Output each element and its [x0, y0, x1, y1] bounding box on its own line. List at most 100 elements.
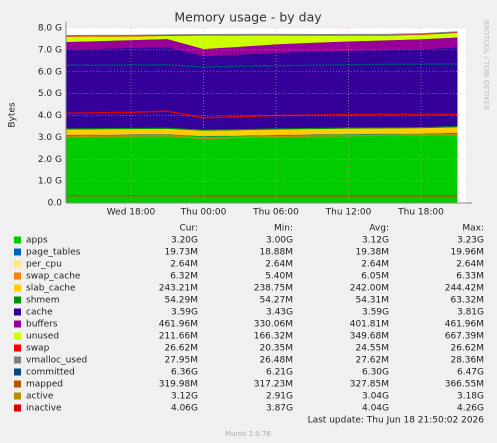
- legend-stat: 6.32M: [170, 272, 198, 282]
- legend-swatch: [14, 392, 21, 400]
- y-tick-label: 6.0 G: [38, 67, 62, 77]
- line: [66, 110, 458, 119]
- legend-stat: 6.33M: [456, 272, 484, 282]
- line: [66, 63, 458, 68]
- legend-stat: 244.42M: [445, 284, 484, 294]
- legend-stat: 26.48M: [259, 356, 293, 366]
- legend-label: per_cpu: [26, 260, 62, 270]
- legend-label: swap_cache: [26, 272, 81, 282]
- legend-stat: 6.21G: [266, 368, 293, 378]
- y-tick-label: 7.0 G: [38, 45, 62, 55]
- legend-stat: 26.62M: [450, 344, 484, 354]
- footer: Last update: Thu Jun 18 21:50:02 2026: [308, 416, 485, 426]
- legend-label: swap: [26, 344, 50, 354]
- x-tick-label: Wed 18:00: [107, 208, 156, 218]
- legend-stat: 2.64M: [265, 260, 293, 270]
- legend-stat: 4.26G: [457, 404, 484, 414]
- legend-stat: 3.87G: [266, 404, 293, 414]
- legend-stat: 27.62M: [355, 356, 389, 366]
- legend-stat: 3.23G: [457, 236, 484, 246]
- legend-stat: 24.55M: [355, 344, 389, 354]
- legend-stat: 461.96M: [159, 320, 198, 330]
- legend-label: slab_cache: [26, 284, 76, 294]
- stats-header: Min:: [274, 224, 293, 234]
- legend-swatch: [14, 332, 21, 340]
- legend-stat: 28.36M: [450, 356, 484, 366]
- legend-stat: 2.64M: [170, 260, 198, 270]
- legend-swatch: [14, 248, 21, 256]
- legend-stat: 19.73M: [164, 248, 198, 258]
- legend-swatch: [14, 380, 21, 388]
- legend-stat: 54.29M: [164, 296, 198, 306]
- legend-label: vmalloc_used: [26, 356, 87, 366]
- legend-swatch: [14, 368, 21, 376]
- legend-stat: 26.62M: [164, 344, 198, 354]
- legend-stat: 3.12G: [362, 236, 389, 246]
- legend-stat: 54.31M: [355, 296, 389, 306]
- stats-header: Max:: [462, 224, 484, 234]
- legend-label: shmem: [26, 296, 59, 306]
- legend-stat: 327.85M: [350, 380, 389, 390]
- legend-label: mapped: [26, 380, 63, 390]
- legend-stat: 6.47G: [457, 368, 484, 378]
- version: Munin 2.0.76: [225, 430, 271, 438]
- legend-stat: 20.35M: [259, 344, 293, 354]
- legend-stat: 27.95M: [164, 356, 198, 366]
- legend-stat: 4.04G: [362, 404, 389, 414]
- legend-stat: 3.59G: [171, 308, 198, 318]
- y-tick-label: 2.0 G: [38, 155, 62, 165]
- legend-swatch: [14, 320, 21, 328]
- legend-stat: 667.39M: [445, 332, 484, 342]
- legend-label: buffers: [26, 320, 58, 330]
- x-tick-label: Thu 00:00: [180, 208, 227, 218]
- legend-label: unused: [26, 332, 59, 342]
- legend-swatch: [14, 296, 21, 304]
- legend-label: active: [26, 392, 54, 402]
- y-tick-label: 4.0 G: [38, 111, 62, 121]
- legend-stat: 401.81M: [350, 320, 389, 330]
- legend-stat: 166.32M: [254, 332, 293, 342]
- legend-label: committed: [26, 368, 75, 378]
- legend-swatch: [14, 272, 21, 280]
- legend-stat: 3.59G: [362, 308, 389, 318]
- legend-stat: 242.00M: [350, 284, 389, 294]
- legend-stat: 5.40M: [265, 272, 293, 282]
- x-tick-label: Thu 12:00: [325, 208, 372, 218]
- legend-stat: 4.06G: [171, 404, 198, 414]
- stats-header: Cur:: [179, 224, 198, 234]
- legend-stat: 366.55M: [445, 380, 484, 390]
- legend-stat: 2.64M: [456, 260, 484, 270]
- line: [66, 134, 458, 140]
- x-tick-label: Thu 06:00: [252, 208, 299, 218]
- legend-stat: 319.98M: [159, 380, 198, 390]
- legend-stat: 3.04G: [362, 392, 389, 402]
- x-tick-label: Thu 18:00: [397, 208, 444, 218]
- legend-stat: 19.96M: [450, 248, 484, 258]
- legend-stat: 3.20G: [171, 236, 198, 246]
- legend-stat: 2.91G: [266, 392, 293, 402]
- legend-stat: 349.68M: [350, 332, 389, 342]
- legend-swatch: [14, 284, 21, 292]
- legend-label: apps: [26, 236, 48, 246]
- legend-stat: 63.32M: [450, 296, 484, 306]
- legend-stat: 330.06M: [254, 320, 293, 330]
- legend-swatch: [14, 344, 21, 352]
- area: [66, 132, 458, 203]
- legend-stat: 461.96M: [445, 320, 484, 330]
- y-tick-label: 5.0 G: [38, 89, 62, 99]
- y-tick-label: 3.0 G: [38, 133, 62, 143]
- legend-stat: 3.18G: [457, 392, 484, 402]
- legend-swatch: [14, 308, 21, 316]
- legend-stat: 18.88M: [259, 248, 293, 258]
- legend-stat: 2.64M: [361, 260, 389, 270]
- y-tick-label: 1.0 G: [38, 177, 62, 187]
- legend-swatch: [14, 404, 21, 412]
- legend-stat: 3.81G: [457, 308, 484, 318]
- legend-stat: 3.12G: [171, 392, 198, 402]
- legend-stat: 238.75M: [254, 284, 293, 294]
- legend-stat: 3.43G: [266, 308, 293, 318]
- legend-label: page_tables: [26, 248, 81, 258]
- legend-stat: 3.00G: [266, 236, 293, 246]
- chart-title: Memory usage - by day: [174, 10, 322, 25]
